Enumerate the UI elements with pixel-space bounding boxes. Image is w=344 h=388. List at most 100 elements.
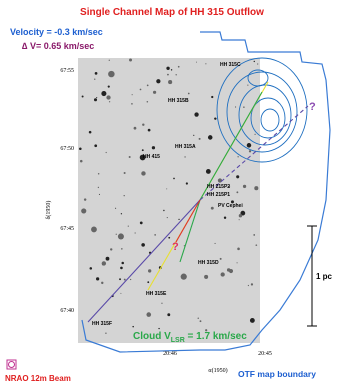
star <box>254 134 255 135</box>
star <box>152 146 155 149</box>
figure: Single Channel Map of HH 315 Outflow Vel… <box>0 0 344 383</box>
star <box>153 91 156 94</box>
star <box>130 279 131 280</box>
star <box>206 169 211 174</box>
star <box>98 187 99 188</box>
star <box>237 262 238 263</box>
star <box>121 248 123 250</box>
star <box>79 147 82 150</box>
star <box>208 135 213 140</box>
star <box>142 124 144 126</box>
object-label: HH 315A <box>175 144 196 150</box>
star <box>154 234 156 236</box>
title: Single Channel Map of HH 315 Outflow <box>80 7 264 18</box>
star <box>171 69 172 70</box>
star <box>248 285 249 286</box>
star <box>220 258 222 260</box>
delta-v: ∆ V= 0.65 km/sec <box>22 41 94 51</box>
star <box>168 237 170 239</box>
velocity: Velocity = -0.3 km/sec <box>10 27 103 37</box>
star <box>135 232 136 233</box>
star <box>199 138 201 140</box>
star <box>121 213 122 214</box>
star <box>178 66 180 68</box>
star <box>110 248 112 250</box>
x-tick-label: 20:46 <box>163 351 177 357</box>
object-label: HH 415 <box>143 154 160 160</box>
star <box>90 267 93 270</box>
star <box>96 97 97 98</box>
star <box>239 219 240 220</box>
object-label: HH 315D <box>198 260 219 266</box>
object-label: PV Cephei <box>218 203 243 209</box>
star <box>128 226 129 227</box>
star <box>204 275 208 279</box>
star <box>81 208 86 213</box>
star <box>163 210 164 211</box>
star <box>257 63 258 64</box>
star <box>175 74 176 75</box>
star <box>94 98 97 101</box>
star <box>158 328 159 329</box>
boundary-label: OTF map boundary <box>238 369 316 379</box>
object-label: HH 315C <box>220 62 241 68</box>
star <box>124 195 125 196</box>
beam-label: NRAO 12m Beam <box>5 374 71 383</box>
star <box>101 91 106 96</box>
star <box>218 178 222 182</box>
y-tick-label: 67:55 <box>60 68 74 74</box>
star <box>129 59 132 62</box>
cloud-suffix: = 1.7 km/sec <box>185 331 247 342</box>
star <box>124 279 126 281</box>
star <box>147 101 149 103</box>
star <box>247 85 248 86</box>
star <box>221 272 225 276</box>
star <box>82 96 84 98</box>
y-tick-label: 67:50 <box>60 146 74 152</box>
star <box>166 67 169 70</box>
star <box>98 173 100 175</box>
star <box>106 152 107 153</box>
star <box>129 156 131 158</box>
star <box>118 233 124 239</box>
star <box>99 194 100 195</box>
y-axis-label: δ(1950) <box>45 201 52 220</box>
star <box>236 175 239 178</box>
star <box>168 80 172 84</box>
star <box>173 178 175 180</box>
star <box>109 60 110 61</box>
object-label: HH 315B <box>168 98 189 104</box>
star <box>186 182 188 184</box>
star <box>102 261 106 265</box>
star <box>108 71 114 77</box>
object-label: HH 315F <box>92 321 112 327</box>
star <box>109 101 110 102</box>
star <box>132 94 133 95</box>
star <box>167 74 169 76</box>
star <box>243 106 245 108</box>
cloud-prefix: Cloud V <box>133 331 171 342</box>
star <box>237 156 238 157</box>
star <box>184 156 185 157</box>
x-tick-label: 20:45 <box>258 351 272 357</box>
star <box>147 85 149 87</box>
star <box>108 86 110 88</box>
star <box>106 257 110 261</box>
page: Single Channel Map of HH 315 Outflow Vel… <box>0 0 344 383</box>
star <box>141 171 145 175</box>
question-mark: ? <box>309 101 316 113</box>
star <box>116 234 117 235</box>
y-tick-label: 67:40 <box>60 308 74 314</box>
star <box>211 96 213 98</box>
star <box>148 269 151 272</box>
star <box>205 63 206 64</box>
star <box>250 318 255 323</box>
star <box>106 95 110 99</box>
star <box>124 172 126 174</box>
star <box>224 217 226 219</box>
star <box>243 185 246 188</box>
star <box>200 320 202 322</box>
star <box>251 283 253 285</box>
y-tick-label: 67:45 <box>60 226 74 232</box>
star <box>181 274 187 280</box>
